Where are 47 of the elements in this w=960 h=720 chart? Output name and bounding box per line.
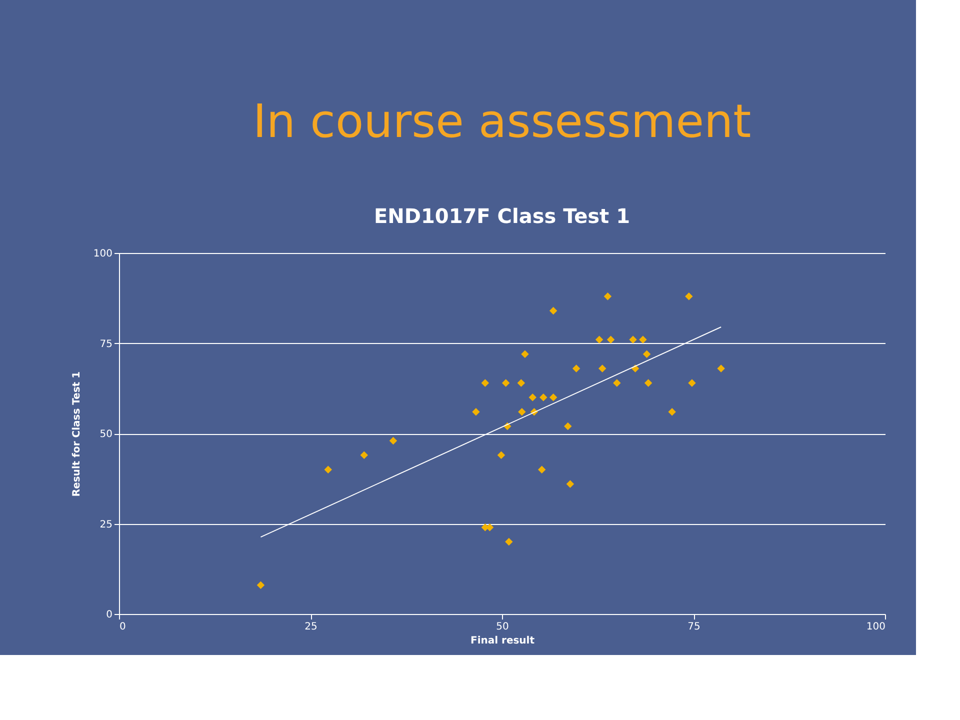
x-axis-title: Final result (470, 636, 535, 646)
y-tick-label: 25 (100, 519, 112, 530)
point (549, 306, 558, 315)
chart-title: In course assessment (252, 94, 752, 148)
point (606, 336, 615, 344)
y-tick-label: 0 (106, 610, 112, 620)
point (717, 364, 725, 372)
point (505, 538, 513, 546)
point (389, 436, 398, 445)
point (644, 379, 652, 387)
y-tick-label: 50 (100, 429, 112, 440)
point (629, 336, 637, 344)
point (517, 379, 526, 387)
y-axis-title: Result for Class Test 1 (71, 371, 82, 497)
point (688, 379, 696, 387)
chart-subtitle: END1017F Class Test 1 (374, 204, 630, 228)
point (549, 394, 558, 402)
point (256, 581, 265, 589)
point (521, 350, 529, 358)
point (528, 394, 537, 402)
point (564, 422, 572, 430)
point (598, 364, 606, 372)
x-tick-label: 75 (688, 622, 700, 632)
point (613, 379, 621, 387)
point (642, 350, 651, 358)
point (497, 451, 506, 460)
point (481, 379, 490, 387)
x-tick-label: 0 (120, 622, 126, 632)
point (595, 336, 604, 344)
point (324, 466, 332, 474)
x-tick-label: 25 (304, 622, 318, 632)
y-tick-label: 75 (100, 338, 112, 350)
point (604, 292, 612, 300)
point (360, 451, 368, 460)
point (639, 336, 647, 344)
point (539, 394, 548, 402)
point (572, 364, 580, 372)
point (502, 379, 510, 387)
point (518, 408, 526, 416)
x-tick-label: 100 (866, 622, 886, 632)
point (472, 408, 480, 416)
point (668, 408, 676, 416)
point (685, 292, 693, 300)
x-tick-label: 50 (496, 622, 509, 632)
point (566, 480, 574, 488)
y-tick-label: 100 (93, 248, 112, 260)
point (538, 466, 546, 474)
